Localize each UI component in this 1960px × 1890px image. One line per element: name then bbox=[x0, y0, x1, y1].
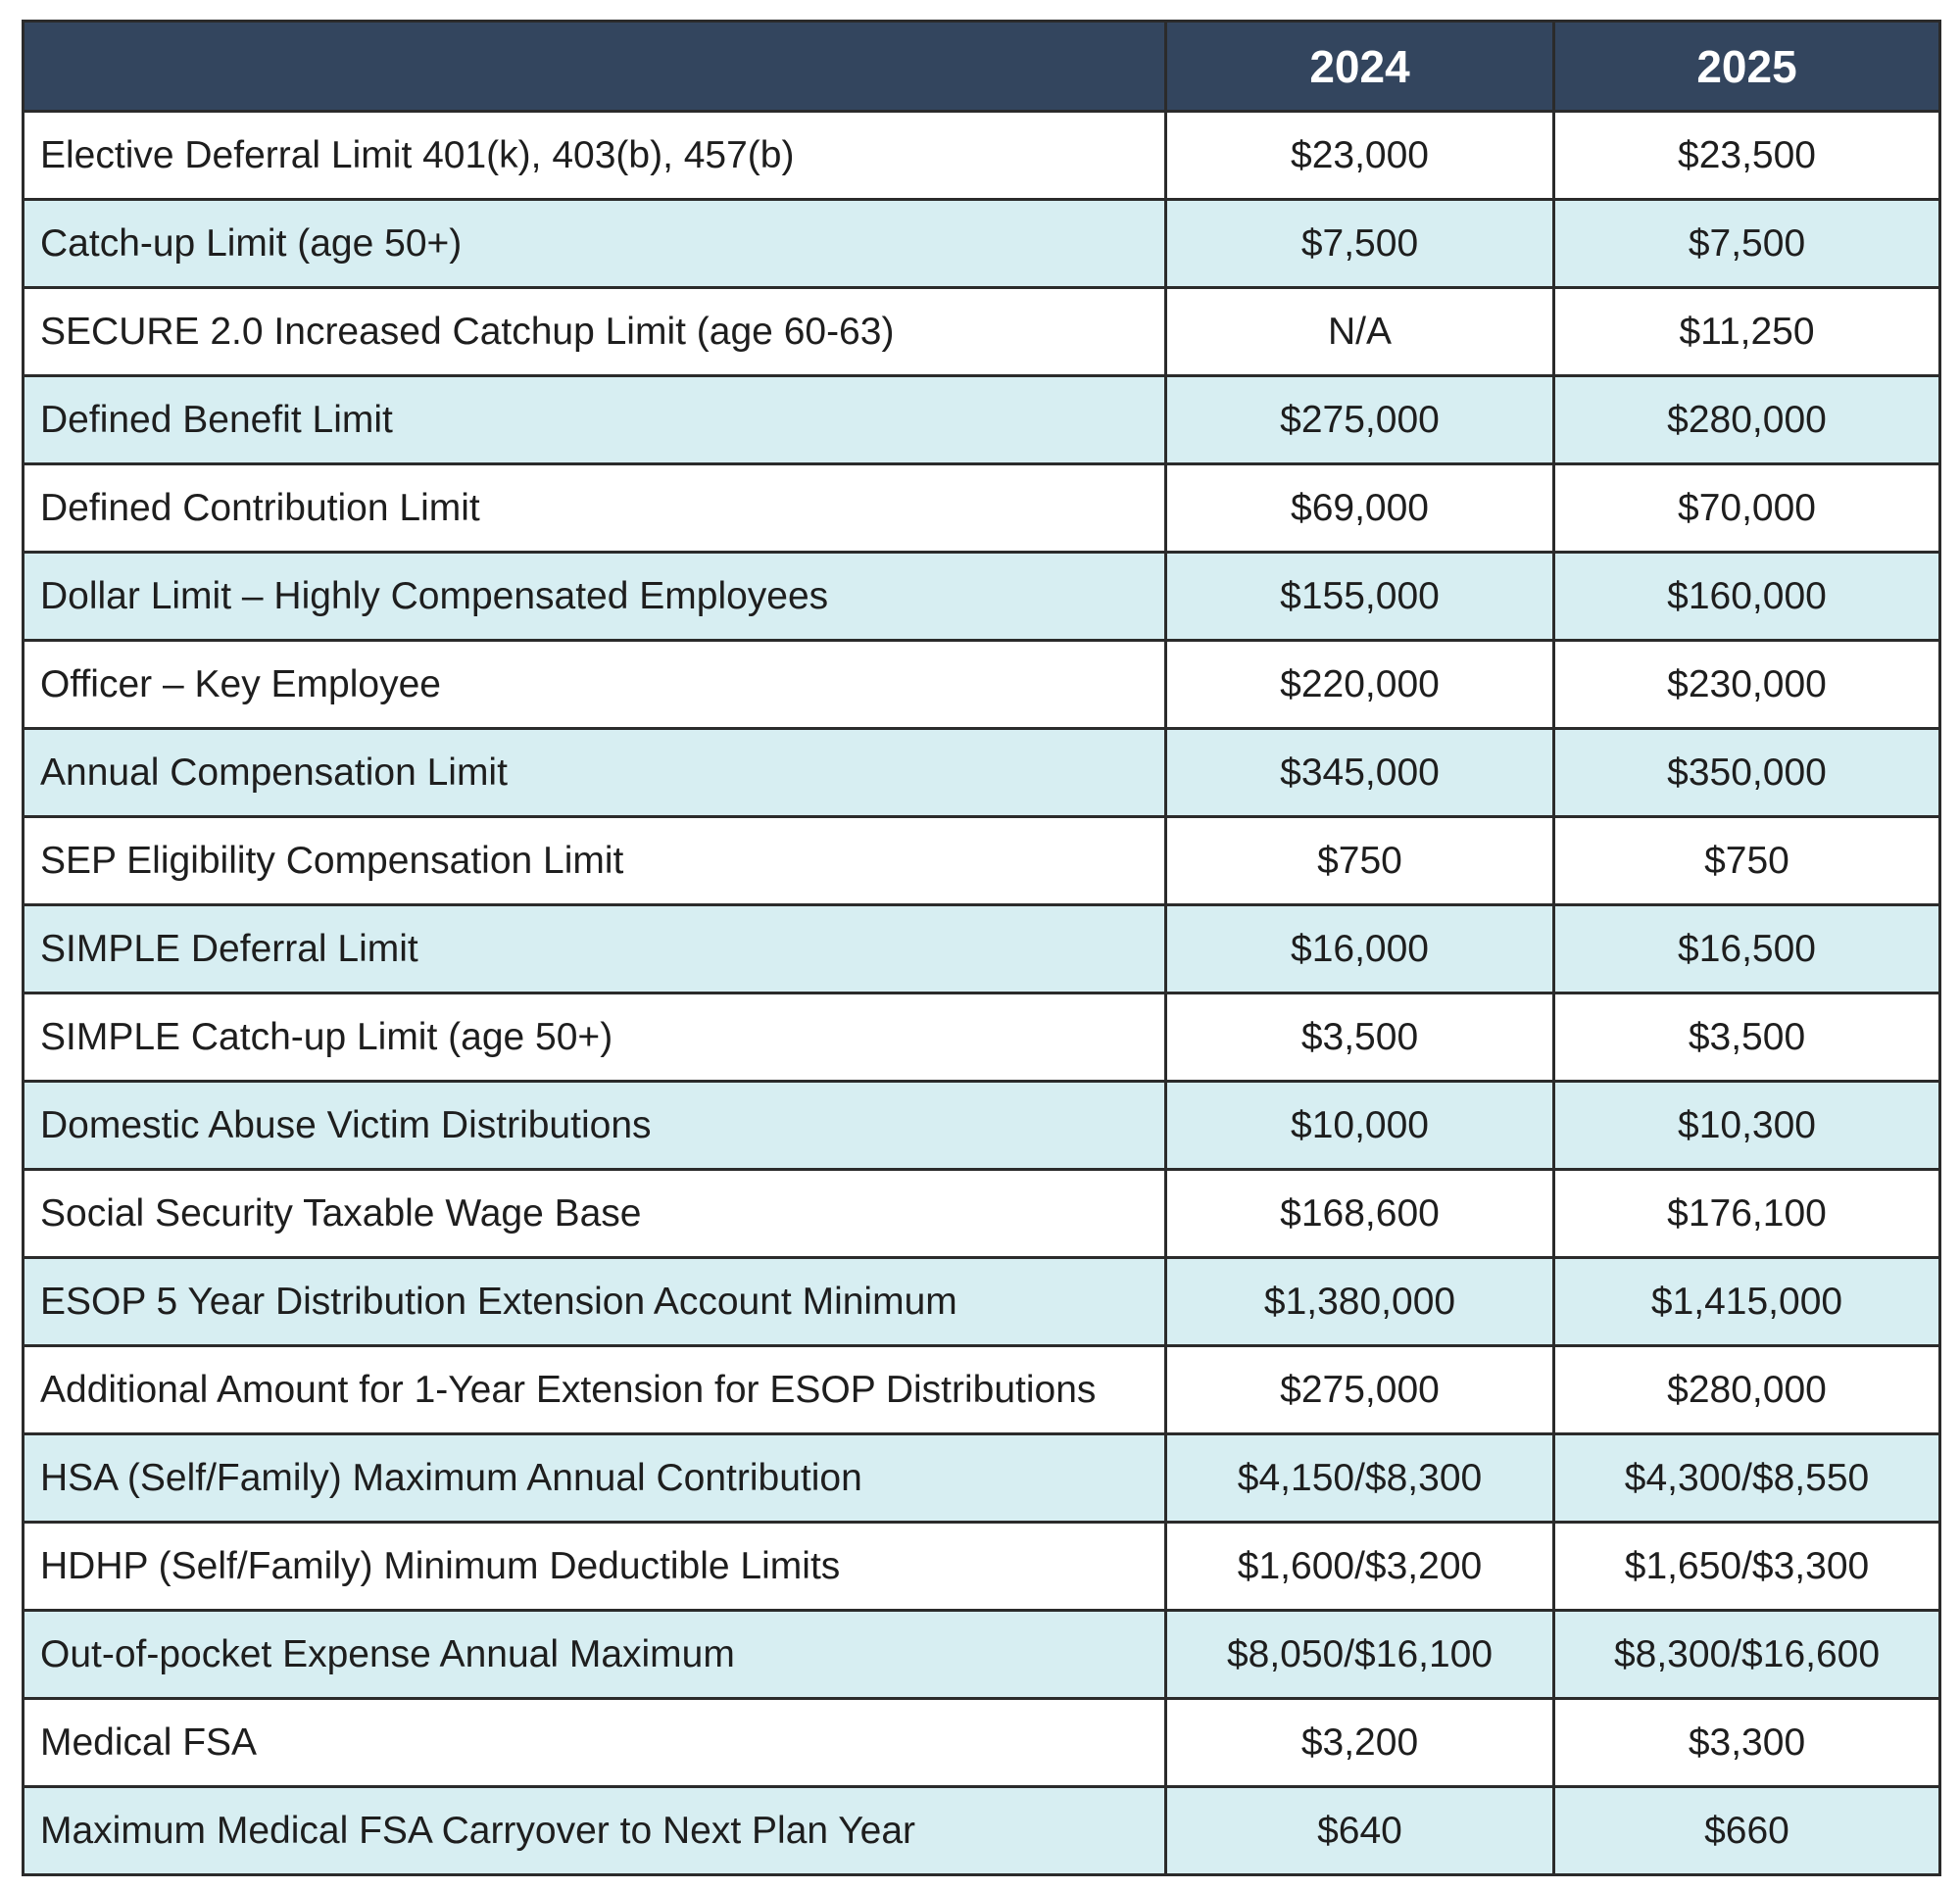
table-row: Domestic Abuse Victim Distributions $10,0… bbox=[22, 1080, 1941, 1171]
header-year-2024: 2024 bbox=[1164, 20, 1555, 113]
table-header: 2024 2025 bbox=[22, 20, 1941, 113]
value-2024: N/A bbox=[1164, 286, 1555, 377]
value-2024: $750 bbox=[1164, 815, 1555, 906]
value-2025: $8,300/$16,600 bbox=[1552, 1609, 1941, 1700]
value-2025: $7,500 bbox=[1552, 198, 1941, 289]
table-row: Dollar Limit – Highly Compensated Employ… bbox=[22, 551, 1941, 642]
row-label: Annual Compensation Limit bbox=[22, 727, 1167, 818]
value-2024: $220,000 bbox=[1164, 639, 1555, 730]
table-row: Elective Deferral Limit 401(k), 403(b), … bbox=[22, 110, 1941, 201]
row-label: Defined Contribution Limit bbox=[22, 462, 1167, 554]
row-label: SEP Eligibility Compensation Limit bbox=[22, 815, 1167, 906]
value-2025: $350,000 bbox=[1552, 727, 1941, 818]
row-label: HSA (Self/Family) Maximum Annual Contrib… bbox=[22, 1432, 1167, 1524]
row-label: Additional Amount for 1-Year Extension f… bbox=[22, 1344, 1167, 1435]
value-2025: $3,500 bbox=[1552, 992, 1941, 1083]
value-2025: $660 bbox=[1552, 1785, 1941, 1876]
header-year-2025: 2025 bbox=[1552, 20, 1941, 113]
value-2024: $69,000 bbox=[1164, 462, 1555, 554]
value-2024: $10,000 bbox=[1164, 1080, 1555, 1171]
table-row: SECURE 2.0 Increased Catchup Limit (age … bbox=[22, 286, 1941, 377]
row-label: Medical FSA bbox=[22, 1697, 1167, 1788]
value-2025: $176,100 bbox=[1552, 1168, 1941, 1259]
row-label: Out-of-pocket Expense Annual Maximum bbox=[22, 1609, 1167, 1700]
row-label: Defined Benefit Limit bbox=[22, 374, 1167, 465]
value-2024: $3,200 bbox=[1164, 1697, 1555, 1788]
value-2024: $3,500 bbox=[1164, 992, 1555, 1083]
value-2024: $7,500 bbox=[1164, 198, 1555, 289]
value-2024: $4,150/$8,300 bbox=[1164, 1432, 1555, 1524]
table-row: HDHP (Self/Family) Minimum Deductible Li… bbox=[22, 1521, 1941, 1612]
value-2024: $23,000 bbox=[1164, 110, 1555, 201]
value-2025: $3,300 bbox=[1552, 1697, 1941, 1788]
row-label: Elective Deferral Limit 401(k), 403(b), … bbox=[22, 110, 1167, 201]
table-row: Additional Amount for 1-Year Extension f… bbox=[22, 1344, 1941, 1435]
value-2024: $640 bbox=[1164, 1785, 1555, 1876]
table-row: Maximum Medical FSA Carryover to Next Pl… bbox=[22, 1785, 1941, 1876]
value-2025: $70,000 bbox=[1552, 462, 1941, 554]
value-2025: $160,000 bbox=[1552, 551, 1941, 642]
table-row: Out-of-pocket Expense Annual Maximum $8,0… bbox=[22, 1609, 1941, 1700]
value-2025: $1,415,000 bbox=[1552, 1256, 1941, 1347]
value-2024: $16,000 bbox=[1164, 903, 1555, 994]
table-row: SIMPLE Deferral Limit $16,000 $16,500 bbox=[22, 903, 1941, 994]
table-row: ESOP 5 Year Distribution Extension Accou… bbox=[22, 1256, 1941, 1347]
row-label: Catch-up Limit (age 50+) bbox=[22, 198, 1167, 289]
row-label: SIMPLE Catch-up Limit (age 50+) bbox=[22, 992, 1167, 1083]
value-2024: $1,600/$3,200 bbox=[1164, 1521, 1555, 1612]
header-label-cell bbox=[22, 20, 1167, 113]
table-row: Catch-up Limit (age 50+) $7,500 $7,500 bbox=[22, 198, 1941, 289]
table-row: Officer – Key Employee $220,000 $230,000 bbox=[22, 639, 1941, 730]
row-label: HDHP (Self/Family) Minimum Deductible Li… bbox=[22, 1521, 1167, 1612]
value-2025: $4,300/$8,550 bbox=[1552, 1432, 1941, 1524]
value-2025: $750 bbox=[1552, 815, 1941, 906]
header-row: 2024 2025 bbox=[22, 20, 1941, 113]
row-label: Social Security Taxable Wage Base bbox=[22, 1168, 1167, 1259]
table-row: Defined Benefit Limit $275,000 $280,000 bbox=[22, 374, 1941, 465]
value-2025: $230,000 bbox=[1552, 639, 1941, 730]
table-row: HSA (Self/Family) Maximum Annual Contrib… bbox=[22, 1432, 1941, 1524]
table-row: Social Security Taxable Wage Base $168,60… bbox=[22, 1168, 1941, 1259]
value-2024: $275,000 bbox=[1164, 374, 1555, 465]
value-2025: $16,500 bbox=[1552, 903, 1941, 994]
row-label: SECURE 2.0 Increased Catchup Limit (age … bbox=[22, 286, 1167, 377]
row-label: Dollar Limit – Highly Compensated Employ… bbox=[22, 551, 1167, 642]
row-label: Domestic Abuse Victim Distributions bbox=[22, 1080, 1167, 1171]
value-2025: $280,000 bbox=[1552, 374, 1941, 465]
value-2025: $11,250 bbox=[1552, 286, 1941, 377]
value-2024: $345,000 bbox=[1164, 727, 1555, 818]
value-2025: $280,000 bbox=[1552, 1344, 1941, 1435]
table-row: SEP Eligibility Compensation Limit $750 $7… bbox=[22, 815, 1941, 906]
table-row: Defined Contribution Limit $69,000 $70,000 bbox=[22, 462, 1941, 554]
value-2024: $168,600 bbox=[1164, 1168, 1555, 1259]
row-label: Officer – Key Employee bbox=[22, 639, 1167, 730]
table-row: SIMPLE Catch-up Limit (age 50+) $3,500 $3,… bbox=[22, 992, 1941, 1083]
value-2025: $23,500 bbox=[1552, 110, 1941, 201]
contribution-limits-table: 2024 2025 Elective Deferral Limit 401(k)… bbox=[22, 20, 1941, 1876]
value-2024: $155,000 bbox=[1164, 551, 1555, 642]
table-row: Medical FSA $3,200 $3,300 bbox=[22, 1697, 1941, 1788]
value-2024: $8,050/$16,100 bbox=[1164, 1609, 1555, 1700]
table-body: Elective Deferral Limit 401(k), 403(b), … bbox=[22, 110, 1941, 1876]
row-label: ESOP 5 Year Distribution Extension Accou… bbox=[22, 1256, 1167, 1347]
value-2025: $10,300 bbox=[1552, 1080, 1941, 1171]
row-label: Maximum Medical FSA Carryover to Next Pl… bbox=[22, 1785, 1167, 1876]
value-2024: $275,000 bbox=[1164, 1344, 1555, 1435]
row-label: SIMPLE Deferral Limit bbox=[22, 903, 1167, 994]
value-2025: $1,650/$3,300 bbox=[1552, 1521, 1941, 1612]
value-2024: $1,380,000 bbox=[1164, 1256, 1555, 1347]
table-row: Annual Compensation Limit $345,000 $350,00… bbox=[22, 727, 1941, 818]
